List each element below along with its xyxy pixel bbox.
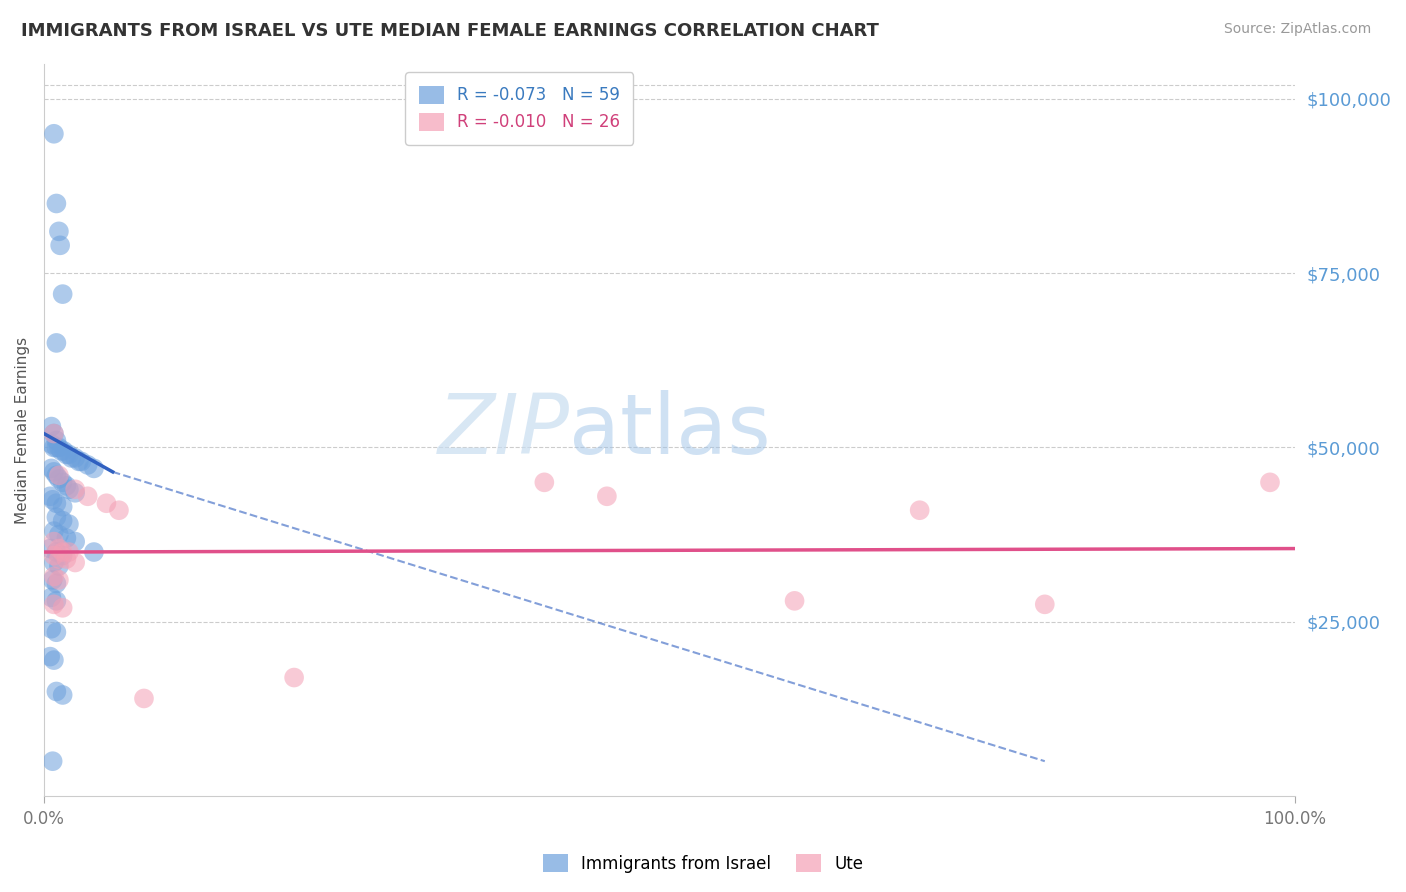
Point [1033,598,1056,612]
Point [52,287,75,301]
Point [52,475,75,490]
Point [42,534,65,549]
Point [58,517,80,532]
Point [52,545,75,559]
Point [63,485,86,500]
Text: ZIP: ZIP [437,390,569,471]
Point [96,496,118,510]
Point [41,591,63,605]
Point [42,426,65,441]
Point [55,447,77,461]
Point [42,127,65,141]
Point [83,461,105,475]
Point [55,479,77,493]
Point [48,472,70,486]
Point [42,653,65,667]
Point [41,754,63,768]
Point [48,527,70,541]
Point [45,576,67,591]
Point [45,545,67,559]
Point [63,450,86,465]
Point [52,444,75,458]
Point [533,475,555,490]
Point [42,524,65,538]
Y-axis label: Median Female Earnings: Median Female Earnings [15,336,30,524]
Point [42,426,65,441]
Point [76,458,98,472]
Point [67,454,90,468]
Point [41,573,63,587]
Point [52,549,75,563]
Point [45,496,67,510]
Point [83,545,105,559]
Point [48,559,70,574]
Point [45,684,67,698]
Point [42,598,65,612]
Point [45,441,67,455]
Point [52,600,75,615]
Point [42,556,65,570]
Point [48,573,70,587]
Point [45,510,67,524]
Point [42,569,65,583]
Point [45,625,67,640]
Point [39,649,62,664]
Point [60,450,83,465]
Point [52,514,75,528]
Point [70,454,93,468]
Point [63,483,86,497]
Point [58,483,80,497]
Point [41,437,63,451]
Point [55,531,77,545]
Point [48,441,70,455]
Point [48,552,70,566]
Text: atlas: atlas [569,390,770,471]
Point [39,541,62,556]
Point [45,468,67,483]
Point [48,468,70,483]
Legend: R = -0.073   N = 59, R = -0.010   N = 26: R = -0.073 N = 59, R = -0.010 N = 26 [405,72,633,145]
Point [42,549,65,563]
Point [108,503,131,517]
Point [45,196,67,211]
Point [58,447,80,461]
Point [908,503,931,517]
Point [132,691,155,706]
Point [41,622,63,636]
Point [783,594,806,608]
Text: Source: ZipAtlas.com: Source: ZipAtlas.com [1223,22,1371,37]
Point [45,335,67,350]
Point [48,224,70,238]
Point [596,489,619,503]
Point [41,492,63,507]
Point [41,461,63,475]
Point [49,238,72,252]
Point [48,541,70,556]
Text: IMMIGRANTS FROM ISRAEL VS UTE MEDIAN FEMALE EARNINGS CORRELATION CHART: IMMIGRANTS FROM ISRAEL VS UTE MEDIAN FEM… [21,22,879,40]
Point [283,671,305,685]
Point [51,444,73,458]
Point [45,434,67,448]
Point [58,545,80,559]
Point [55,552,77,566]
Point [42,465,65,479]
Point [42,441,65,455]
Point [39,489,62,503]
Point [1258,475,1281,490]
Point [52,500,75,514]
Point [52,688,75,702]
Point [63,534,86,549]
Legend: Immigrants from Israel, Ute: Immigrants from Israel, Ute [536,847,870,880]
Point [63,556,86,570]
Point [41,419,63,434]
Point [76,489,98,503]
Point [45,594,67,608]
